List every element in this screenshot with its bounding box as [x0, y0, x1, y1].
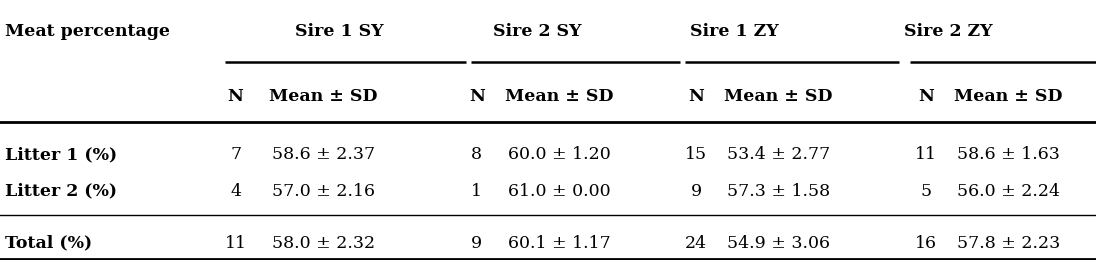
Text: 9: 9: [690, 183, 701, 200]
Text: 4: 4: [230, 183, 241, 200]
Text: N: N: [918, 88, 934, 105]
Text: Sire 1 ZY: Sire 1 ZY: [690, 23, 778, 40]
Text: 16: 16: [915, 235, 937, 252]
Text: 54.9 ± 3.06: 54.9 ± 3.06: [727, 235, 830, 252]
Text: Mean ± SD: Mean ± SD: [724, 88, 832, 105]
Text: 11: 11: [915, 146, 937, 163]
Text: 56.0 ± 2.24: 56.0 ± 2.24: [957, 183, 1060, 200]
Text: 15: 15: [685, 146, 707, 163]
Text: Sire 2 SY: Sire 2 SY: [493, 23, 581, 40]
Text: 1: 1: [471, 183, 482, 200]
Text: 61.0 ± 0.00: 61.0 ± 0.00: [507, 183, 610, 200]
Text: Total (%): Total (%): [5, 235, 92, 252]
Text: 60.1 ± 1.17: 60.1 ± 1.17: [507, 235, 610, 252]
Text: Mean ± SD: Mean ± SD: [505, 88, 613, 105]
Text: N: N: [469, 88, 484, 105]
Text: Litter 1 (%): Litter 1 (%): [5, 146, 117, 163]
Text: 58.0 ± 2.32: 58.0 ± 2.32: [272, 235, 375, 252]
Text: 58.6 ± 2.37: 58.6 ± 2.37: [272, 146, 375, 163]
Text: 9: 9: [471, 235, 482, 252]
Text: 57.8 ± 2.23: 57.8 ± 2.23: [957, 235, 1060, 252]
Text: 58.6 ± 1.63: 58.6 ± 1.63: [957, 146, 1060, 163]
Text: 57.0 ± 2.16: 57.0 ± 2.16: [272, 183, 375, 200]
Text: 53.4 ± 2.77: 53.4 ± 2.77: [727, 146, 830, 163]
Text: Mean ± SD: Mean ± SD: [955, 88, 1062, 105]
Text: N: N: [688, 88, 704, 105]
Text: 24: 24: [685, 235, 707, 252]
Text: Sire 1 SY: Sire 1 SY: [296, 23, 384, 40]
Text: Mean ± SD: Mean ± SD: [270, 88, 377, 105]
Text: 5: 5: [921, 183, 932, 200]
Text: Meat percentage: Meat percentage: [5, 23, 171, 40]
Text: 8: 8: [471, 146, 482, 163]
Text: 7: 7: [230, 146, 241, 163]
Text: 60.0 ± 1.20: 60.0 ± 1.20: [507, 146, 610, 163]
Text: 11: 11: [225, 235, 247, 252]
Text: N: N: [228, 88, 243, 105]
Text: Litter 2 (%): Litter 2 (%): [5, 183, 117, 200]
Text: Sire 2 ZY: Sire 2 ZY: [904, 23, 992, 40]
Text: 57.3 ± 1.58: 57.3 ± 1.58: [727, 183, 830, 200]
